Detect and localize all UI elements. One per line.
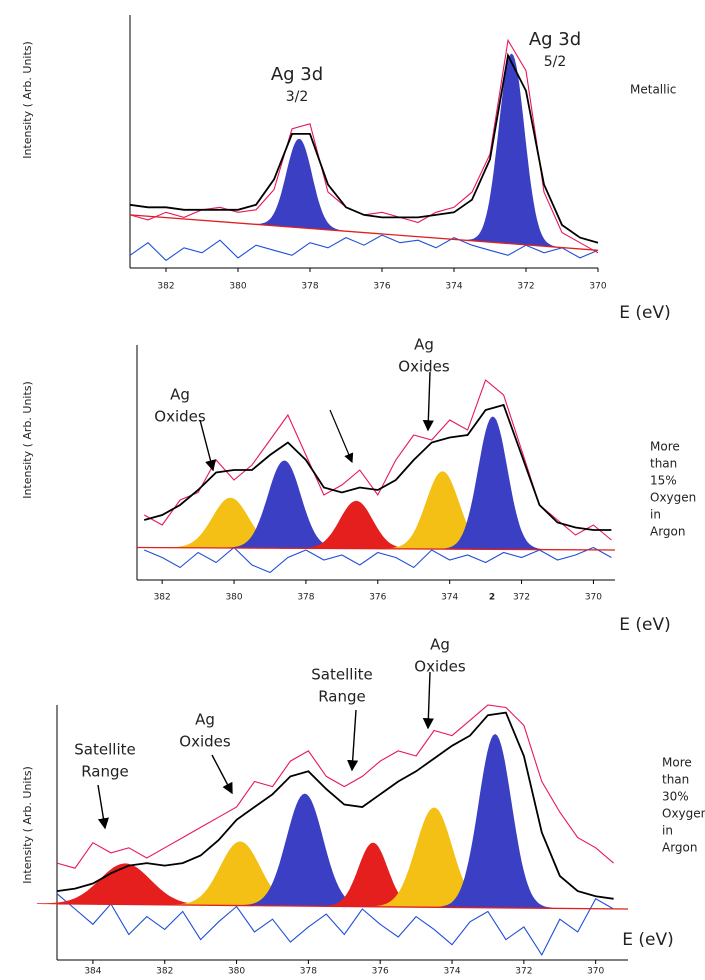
- fit-peak: [467, 53, 556, 248]
- x-tick-label: 382: [156, 967, 173, 977]
- annotation-arrow: [422, 371, 434, 432]
- annotation: Satellite: [74, 741, 135, 759]
- x-tick-label: 376: [373, 282, 390, 292]
- background-line: [56, 903, 629, 910]
- y-axis-label: Intensity ( Arb. Units): [21, 766, 34, 884]
- annotation-arrow: [329, 409, 354, 464]
- spectrum-line: [129, 234, 599, 262]
- spectrum-line: [143, 546, 612, 574]
- condition-label: 15%: [650, 474, 677, 488]
- x-tick-label: 384: [84, 967, 101, 977]
- condition-label: Metallic: [630, 83, 676, 97]
- y-axis-label: Intensity ( Arb. Units): [21, 381, 34, 499]
- condition-label: Argon: [662, 841, 698, 855]
- x-tick-label: 376: [372, 967, 389, 977]
- annotation: Ag: [195, 711, 215, 729]
- annotation: 2: [489, 593, 495, 603]
- annotation: Ag: [430, 636, 450, 654]
- x-tick-label: 372: [517, 282, 534, 292]
- fit-peak: [254, 138, 344, 232]
- x-tick-label: 382: [157, 282, 174, 292]
- x-tick-label: 372: [515, 967, 532, 977]
- condition-label: in: [650, 508, 661, 522]
- x-tick-label: 380: [225, 593, 242, 603]
- spectrum-line: [56, 704, 614, 869]
- x-tick-label: 378: [297, 593, 314, 603]
- y-axis-label: Intensity ( Arb. Units): [21, 41, 34, 159]
- condition-label: More: [662, 756, 692, 770]
- x-axis-label: E (eV): [619, 615, 671, 635]
- annotation: Ag: [414, 336, 434, 354]
- x-tick-label: 378: [300, 967, 317, 977]
- condition-label: 30%: [662, 790, 689, 804]
- x-axis-label: E (eV): [622, 930, 674, 950]
- annotation-arrow: [211, 754, 233, 795]
- annotation: 3/2: [286, 89, 309, 105]
- x-tick-label: 376: [369, 593, 386, 603]
- annotation: Oxides: [398, 358, 450, 376]
- annotation-arrow: [347, 709, 359, 772]
- annotation: Ag 3d: [271, 64, 323, 85]
- fit-envelope: [56, 711, 614, 900]
- condition-label: Oxygen: [662, 807, 705, 821]
- x-tick-label: 372: [513, 593, 530, 603]
- condition-label: in: [662, 824, 673, 838]
- annotation: 5/2: [544, 54, 567, 70]
- condition-label: than: [650, 457, 677, 471]
- condition-label: than: [662, 773, 689, 787]
- annotation: Oxides: [154, 408, 206, 426]
- x-tick-label: 370: [587, 967, 604, 977]
- fit-envelope: [129, 52, 599, 244]
- x-tick-label: 370: [589, 282, 606, 292]
- x-tick-label: 374: [443, 967, 460, 977]
- x-tick-label: 374: [445, 282, 462, 292]
- annotation: Oxides: [179, 733, 231, 751]
- fit-envelope: [143, 403, 612, 531]
- annotation: Satellite: [311, 666, 372, 684]
- annotation: Ag 3d: [529, 29, 581, 50]
- annotation: Range: [318, 688, 366, 706]
- x-axis-label: E (eV): [619, 303, 671, 323]
- x-tick-label: 382: [154, 593, 171, 603]
- annotation: Ag: [170, 386, 190, 404]
- background-line: [136, 546, 616, 551]
- spectrum-line: [56, 893, 614, 957]
- annotation: Range: [81, 763, 129, 781]
- x-tick-label: 380: [229, 282, 246, 292]
- annotation-arrow: [97, 784, 109, 830]
- condition-label: More: [650, 440, 680, 454]
- annotation-arrow: [422, 671, 434, 730]
- x-tick-label: 378: [301, 282, 318, 292]
- x-tick-label: 374: [441, 593, 458, 603]
- x-tick-label: 380: [228, 967, 245, 977]
- annotation-arrow: [199, 419, 216, 472]
- x-tick-label: 370: [585, 593, 602, 603]
- condition-label: Argon: [650, 525, 686, 539]
- background-line: [129, 214, 599, 251]
- annotation: Oxides: [414, 658, 466, 676]
- condition-label: Oxygen: [650, 491, 696, 505]
